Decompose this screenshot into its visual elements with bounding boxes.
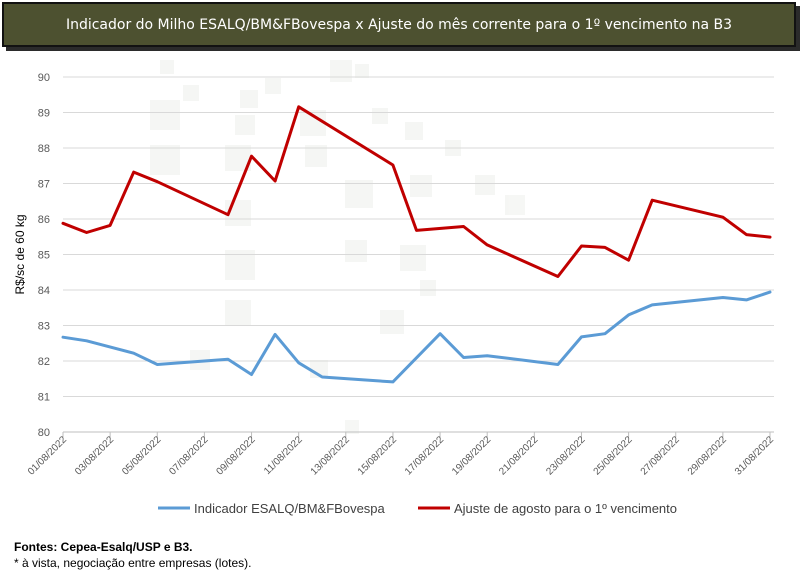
x-tick-label: 01/08/2022 <box>26 434 69 477</box>
sources-note: Fontes: Cepea-Esalq/USP e B3. * à vista,… <box>14 539 251 571</box>
x-tick-label: 13/08/2022 <box>309 434 352 477</box>
watermark-square <box>345 240 367 262</box>
y-tick-label: 81 <box>38 392 50 404</box>
x-tick-label: 31/08/2022 <box>733 434 776 477</box>
watermark-square <box>355 64 369 78</box>
sources-text: : Cepea-Esalq/USP e B3. <box>53 540 193 554</box>
watermark-square <box>265 78 281 94</box>
series-line-indicator <box>61 290 772 384</box>
x-tick-label: 27/08/2022 <box>639 434 682 477</box>
y-tick-label: 90 <box>38 72 50 84</box>
watermark-square <box>345 180 373 208</box>
watermark-square <box>235 115 255 135</box>
x-tick-label: 07/08/2022 <box>167 434 210 477</box>
x-tick-label: 09/08/2022 <box>214 434 257 477</box>
watermark-square <box>372 108 388 124</box>
watermark-square <box>420 280 436 296</box>
watermark-square <box>345 420 359 434</box>
series-line-ajuste <box>61 105 772 278</box>
watermark-square <box>505 195 525 215</box>
watermark-square <box>240 90 258 108</box>
y-tick-label: 86 <box>38 214 50 226</box>
watermark-square <box>225 300 251 326</box>
x-tick-label: 15/08/2022 <box>356 434 399 477</box>
watermark-square <box>400 245 426 271</box>
watermark-square <box>405 122 423 140</box>
sources-label: Fontes <box>14 540 54 554</box>
x-tick-label: 21/08/2022 <box>497 434 540 477</box>
sources-line: Fontes: Cepea-Esalq/USP e B3. <box>14 539 251 555</box>
watermark-square <box>150 100 180 130</box>
watermark-square <box>380 310 404 334</box>
watermark-square <box>475 175 495 195</box>
y-tick-label: 82 <box>38 356 50 368</box>
x-tick-label: 11/08/2022 <box>262 434 305 477</box>
chart-title-banner: Indicador do Milho ESALQ/BM&FBovespa x A… <box>2 2 796 47</box>
watermark-square <box>150 145 180 175</box>
y-tick-label: 84 <box>38 285 50 297</box>
y-tick-label: 83 <box>38 321 50 333</box>
y-tick-label: 89 <box>38 108 50 120</box>
watermark-square <box>305 145 327 167</box>
watermark-square <box>410 175 432 197</box>
y-tick-label: 88 <box>38 143 50 155</box>
legend-label: Indicador ESALQ/BM&FBovespa <box>194 501 386 516</box>
x-tick-label: 19/08/2022 <box>450 434 493 477</box>
x-tick-label: 05/08/2022 <box>120 434 163 477</box>
x-tick-label: 29/08/2022 <box>686 434 729 477</box>
y-axis-label: R$/sc de 60 kg <box>13 214 27 294</box>
watermark-square <box>330 60 352 82</box>
footnote: * à vista, negociação entre empresas (lo… <box>14 556 252 570</box>
y-tick-label: 85 <box>38 250 50 262</box>
x-tick-label: 17/08/2022 <box>403 434 446 477</box>
y-tick-label: 87 <box>38 179 50 191</box>
x-tick-label: 23/08/2022 <box>544 434 587 477</box>
legend-label: Ajuste de agosto para o 1º vencimento <box>454 501 677 516</box>
line-chart: 80 81 82 83 84 85 86 87 88 89 90 01/08/2022 03/08/20… <box>13 60 776 516</box>
x-tick-label: 03/08/2022 <box>73 434 116 477</box>
watermark-square <box>160 60 174 74</box>
chart-title: Indicador do Milho ESALQ/BM&FBovespa x A… <box>65 16 733 33</box>
y-tick-label: 80 <box>38 427 50 439</box>
watermark-square <box>183 85 199 101</box>
x-tick-label: 25/08/2022 <box>592 434 635 477</box>
